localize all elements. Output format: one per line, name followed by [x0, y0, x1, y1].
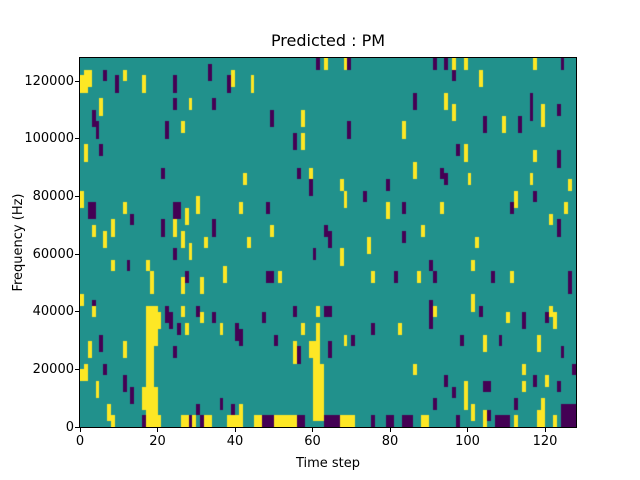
- y-tick-mark: [75, 138, 79, 140]
- x-tick-label: 60: [304, 434, 321, 449]
- x-tick-mark: [389, 428, 391, 432]
- chart-title: Predicted : PM: [270, 31, 386, 50]
- x-axis-label: Time step: [295, 456, 361, 471]
- y-tick-label: 120000: [24, 73, 74, 89]
- plot-area: [79, 57, 577, 428]
- x-tick-mark: [544, 428, 546, 432]
- x-tick-label: 100: [455, 434, 480, 449]
- y-tick-mark: [75, 80, 79, 82]
- x-tick-mark: [234, 428, 236, 432]
- y-tick-mark: [75, 426, 79, 428]
- x-tick-label: 40: [226, 434, 244, 449]
- x-tick-label: 20: [149, 434, 166, 449]
- y-tick-label: 20000: [32, 361, 74, 377]
- y-tick-mark: [75, 311, 79, 313]
- x-tick-label: 80: [381, 434, 399, 449]
- x-tick-mark: [79, 428, 81, 432]
- x-tick-mark: [157, 428, 158, 432]
- y-tick-mark: [75, 368, 79, 370]
- x-tick-mark: [467, 428, 468, 432]
- x-tick-mark: [312, 428, 313, 432]
- y-tick-mark: [75, 253, 79, 255]
- x-tick-label: 120: [532, 434, 558, 449]
- y-tick-label: 40000: [32, 304, 74, 320]
- y-tick-label: 100000: [24, 131, 74, 147]
- y-tick-mark: [75, 195, 79, 197]
- x-tick-label: 0: [75, 434, 85, 449]
- y-tick-label: 80000: [32, 188, 74, 204]
- heatmap-canvas: [80, 58, 576, 427]
- y-tick-label: 0: [65, 419, 74, 435]
- y-tick-label: 60000: [32, 246, 74, 262]
